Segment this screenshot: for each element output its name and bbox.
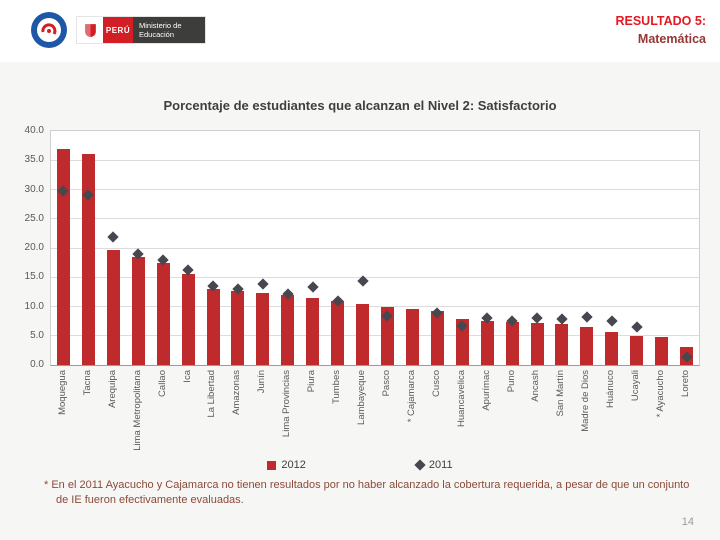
result-label: RESULTADO 5: xyxy=(615,14,706,28)
x-axis-label: Lambayeque xyxy=(356,370,368,425)
plot-area xyxy=(50,130,700,366)
x-axis-label: Apurímac xyxy=(480,370,492,411)
x-axis-label: * Ayacucho xyxy=(655,370,667,418)
bar-2012 xyxy=(530,322,544,365)
bar-2012 xyxy=(380,306,394,365)
x-axis-label: San Martín xyxy=(555,370,567,417)
bar-2012 xyxy=(580,326,594,365)
bar-2012 xyxy=(156,262,170,365)
bar-2012 xyxy=(455,319,469,365)
chart-legend: 2012 2011 xyxy=(0,459,720,471)
legend-item-2012: 2012 xyxy=(267,459,306,471)
bar-2012 xyxy=(131,256,145,365)
bar-2012 xyxy=(505,321,519,365)
x-axis-label: Amazonas xyxy=(231,370,243,415)
bar-2012 xyxy=(106,250,120,365)
bar-2012 xyxy=(181,273,195,365)
x-axis-label: Huancavelica xyxy=(455,370,467,428)
x-axis-label: Ica xyxy=(181,370,193,383)
y-axis-label: 15.0 xyxy=(24,271,44,283)
bar-2012 xyxy=(331,300,345,365)
footnote: * En el 2011 Ayacucho y Cajamarca no tie… xyxy=(44,479,690,506)
bar-2012 xyxy=(256,293,270,365)
x-axis-label: Ancash xyxy=(530,370,542,402)
bar-2012 xyxy=(356,303,370,365)
bar-2012 xyxy=(655,336,669,365)
legend-item-2011: 2011 xyxy=(414,459,453,471)
x-axis-label: Pasco xyxy=(380,370,392,397)
legend-diamond-icon xyxy=(414,459,426,471)
gridline xyxy=(51,306,699,307)
x-axis-label: Ucayali xyxy=(630,370,642,402)
x-axis-label: Junín xyxy=(256,370,268,394)
gridline xyxy=(51,335,699,337)
gridline xyxy=(51,218,699,220)
bar-2012 xyxy=(605,332,619,365)
x-axis-label: Arequipa xyxy=(106,370,118,409)
legend-label-2011: 2011 xyxy=(428,459,453,471)
gridline xyxy=(51,247,699,249)
legend-square-icon xyxy=(267,460,277,470)
ministry-logo: PERÚ Ministerio de Educación xyxy=(77,17,205,43)
y-axis: 0.0 5.0 10.0 15.0 20.0 25.0 30.0 35.0 40.0 xyxy=(14,125,46,370)
x-axis-label: Madre de Dios xyxy=(580,370,592,432)
x-axis-label: Puno xyxy=(505,370,517,393)
y-axis-label: 40.0 xyxy=(24,125,44,136)
x-axis-labels: Moquegua Tacna Arequipa Lima Metropolitana C… xyxy=(50,370,700,462)
bar-2012 xyxy=(430,311,444,365)
bar-2012 xyxy=(555,324,569,365)
gridline xyxy=(51,189,699,190)
x-axis-label: Tumbes xyxy=(331,370,343,404)
bar-2012 xyxy=(56,148,70,365)
x-axis-label: Cusco xyxy=(430,370,442,397)
x-axis-label: Huánuco xyxy=(605,370,617,409)
x-axis-label: Callao xyxy=(156,370,168,397)
subject-label: Matemática xyxy=(637,31,706,46)
x-axis-label: Lima Provincias xyxy=(281,370,293,438)
bar-2012 xyxy=(306,297,320,365)
gridline xyxy=(51,276,699,278)
header-title: RESULTADO 5: Matemática xyxy=(615,13,706,48)
x-axis-label: Lima Metropolitana xyxy=(131,370,143,451)
bar-chart: 0.0 5.0 10.0 15.0 20.0 25.0 30.0 35.0 40.0 Moque… xyxy=(14,125,706,462)
gridline xyxy=(51,159,699,161)
bar-2012 xyxy=(630,335,644,365)
campaign-seal-logo xyxy=(31,12,67,48)
y-axis-label: 35.0 xyxy=(24,154,44,166)
marker-2011 xyxy=(307,281,319,293)
y-axis-label: 10.0 xyxy=(24,300,44,312)
marker-2011 xyxy=(107,231,119,244)
x-axis-label: La Libertad xyxy=(206,370,218,418)
peru-wordmark: PERÚ xyxy=(103,17,133,43)
slide-header: PERÚ Ministerio de Educación RESULTADO 5… xyxy=(0,0,720,62)
y-axis-label: 20.0 xyxy=(24,242,44,253)
y-axis-label: 0.0 xyxy=(30,359,44,370)
marker-2011 xyxy=(631,321,643,333)
logo-group: PERÚ Ministerio de Educación xyxy=(30,11,205,49)
bar-2012 xyxy=(405,308,419,365)
peru-shield-icon xyxy=(77,17,103,43)
page-number: 14 xyxy=(681,516,694,528)
ministry-name: Ministerio de Educación xyxy=(133,17,205,43)
marker-2011 xyxy=(257,278,269,290)
marker-2011 xyxy=(606,315,618,327)
y-axis-label: 30.0 xyxy=(24,183,44,195)
x-axis-label: Moquegua xyxy=(56,370,68,415)
x-axis-label: Tacna xyxy=(81,370,93,396)
x-axis-label: Loreto xyxy=(680,370,692,397)
bar-2012 xyxy=(206,288,220,365)
x-axis-label: * Cajamarca xyxy=(405,370,417,423)
marker-2011 xyxy=(581,311,593,323)
bar-2012 xyxy=(281,295,295,365)
bar-2012 xyxy=(81,154,95,365)
bar-2012 xyxy=(231,291,245,365)
y-axis-label: 5.0 xyxy=(30,329,44,341)
x-axis-label: Piura xyxy=(306,370,318,393)
chart-title: Porcentaje de estudiantes que alcanzan e… xyxy=(163,98,557,113)
legend-label-2012: 2012 xyxy=(281,459,306,471)
y-axis-label: 25.0 xyxy=(24,212,44,224)
bar-2012 xyxy=(480,321,494,365)
